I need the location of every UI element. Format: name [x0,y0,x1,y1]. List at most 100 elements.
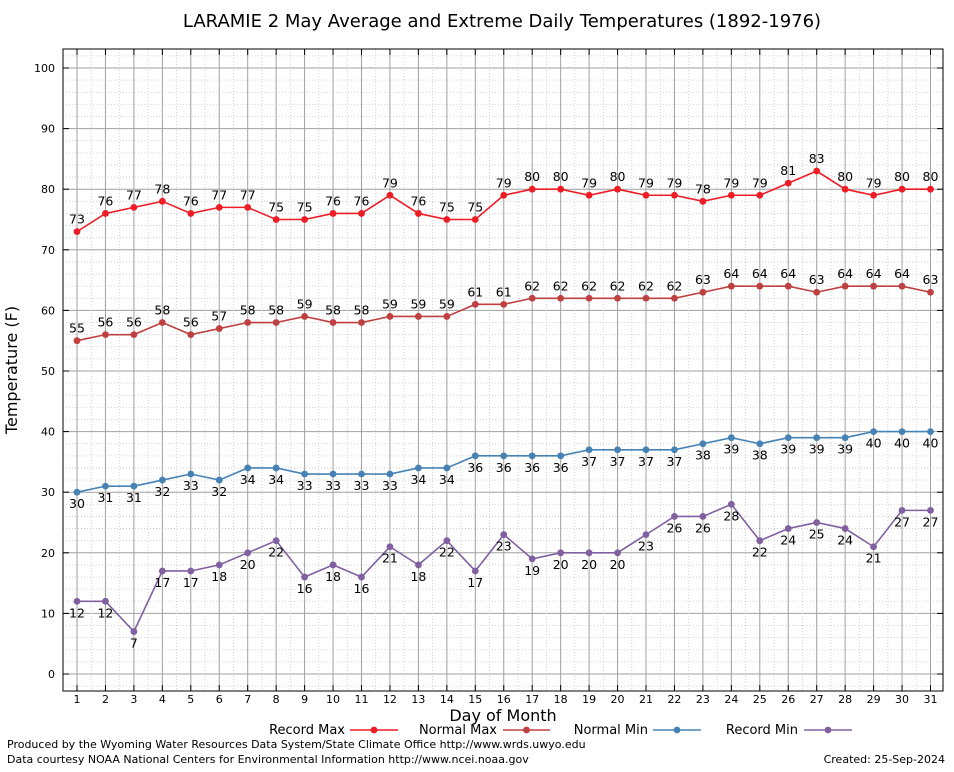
data-point-record-max [215,203,223,211]
data-point-normal-min [73,488,81,496]
data-label-normal-max: 63 [809,272,825,287]
data-label-record-min: 24 [780,533,796,548]
x-tick-label: 9 [301,693,308,706]
data-point-normal-min [443,464,451,472]
footer-data-courtesy: Data courtesy NOAA National Centers for … [7,753,529,766]
data-label-record-min: 27 [894,514,910,529]
x-tick-label: 29 [867,693,881,706]
data-label-record-min: 20 [240,557,256,572]
data-point-normal-min [841,434,849,442]
data-label-normal-min: 33 [325,478,341,493]
data-point-normal-max [813,288,821,296]
data-label-normal-max: 64 [723,266,739,281]
footer-created: Created: 25-Sep-2024 [824,753,945,766]
data-point-record-max [870,191,877,199]
data-label-normal-max: 58 [154,303,170,318]
data-point-record-min [443,537,451,545]
data-point-normal-min [500,452,508,460]
data-point-normal-max [158,319,166,326]
data-label-normal-max: 64 [837,266,853,281]
data-label-record-max: 73 [69,212,85,227]
data-point-normal-max [329,319,337,326]
series-normal-max: 55 56 56 58 56 57 58 58 59 58 58 59 59 59 61 61 62 62 62 62… [69,266,938,345]
data-point-normal-min [927,428,934,435]
x-tick-label: 7 [244,693,251,706]
data-label-record-min: 27 [923,514,939,529]
data-point-record-min [272,537,280,545]
legend-label-record-max: Record Max [269,723,345,738]
series-normal-min: 30 31 31 32 33 32 34 34 33 33 33 33 34 34 36 36 36 36 37 37… [69,428,938,511]
data-point-record-max [528,185,536,193]
data-label-record-max: 79 [496,175,512,190]
data-point-normal-min [557,452,565,460]
x-tick-label: 1 [74,693,81,706]
data-label-record-max: 76 [325,193,341,208]
data-point-normal-min [329,470,337,478]
data-label-record-max: 75 [467,200,483,215]
y-axis-ticks: 0 10 20 30 40 50 60 70 80 90 100 [34,62,943,681]
y-tick-label: 30 [41,486,55,499]
y-tick-label: 20 [41,547,55,560]
data-label-normal-max: 57 [211,309,227,324]
data-point-normal-max [130,331,138,339]
series-record-min: 12 12 7 17 17 18 20 22 16 18 16 21 18 22 17 23 19 20 20 20 2… [69,500,939,651]
data-label-normal-max: 56 [97,315,113,330]
data-label-record-min: 23 [638,539,654,554]
y-tick-label: 10 [41,607,55,620]
data-point-record-max [386,191,394,199]
data-point-record-max [500,191,508,199]
data-point-record-max [642,191,650,199]
data-label-record-max: 79 [638,175,654,190]
x-tick-label: 16 [497,693,511,706]
x-tick-label: 25 [753,693,767,706]
data-point-normal-min [102,482,109,490]
data-point-record-min [358,573,365,581]
legend-label-record-min: Record Min [726,723,798,738]
data-point-record-max [272,216,280,223]
data-label-record-max: 75 [297,200,313,215]
data-label-normal-max: 58 [240,303,256,318]
data-point-record-min [642,531,650,539]
y-axis-title: Temperature (F) [2,306,21,435]
data-point-normal-max [187,331,195,339]
data-point-normal-max [841,282,849,290]
data-label-record-max: 80 [553,169,569,184]
data-point-normal-min [585,446,593,454]
data-label-normal-min: 31 [126,490,142,505]
data-label-normal-max: 62 [524,278,540,293]
data-label-record-min: 7 [130,636,138,651]
series-layer: 73 76 77 78 76 77 77 75 75 76 76 79 76 75 75 79 80 80 79 80… [69,151,938,651]
data-label-record-min: 18 [325,569,341,584]
data-point-normal-max [500,300,508,308]
data-label-normal-min: 36 [467,460,483,475]
data-label-normal-min: 34 [268,472,284,487]
data-point-record-max [585,191,593,199]
data-label-record-max: 79 [723,175,739,190]
data-point-normal-max [102,331,109,339]
data-label-record-max: 81 [780,163,796,178]
legend-marker-record-min [824,726,832,734]
data-point-record-min [73,597,81,605]
data-point-normal-max [671,294,678,302]
data-point-normal-min [358,470,365,478]
data-point-normal-min [727,434,735,442]
data-label-normal-min: 40 [923,436,939,451]
data-point-record-max [102,210,109,217]
data-point-record-max [756,191,764,199]
x-tick-label: 30 [895,693,909,706]
data-label-normal-max: 64 [752,266,768,281]
y-tick-label: 40 [41,426,55,439]
data-label-normal-max: 62 [581,278,597,293]
data-label-normal-max: 62 [638,278,654,293]
data-label-normal-max: 64 [866,266,882,281]
data-point-record-min [158,567,166,575]
data-label-record-min: 25 [809,527,825,542]
legend-label-normal-min: Normal Min [574,723,648,738]
data-label-record-min: 20 [581,557,597,572]
data-point-record-max [557,185,565,193]
data-label-record-min: 22 [439,545,455,560]
series-record-max: 73 76 77 78 76 77 77 75 75 76 76 79 76 75 75 79 80 80 79 80… [69,151,938,236]
data-point-record-max [73,228,81,236]
y-tick-label: 80 [41,183,55,196]
data-point-record-max [671,191,678,199]
